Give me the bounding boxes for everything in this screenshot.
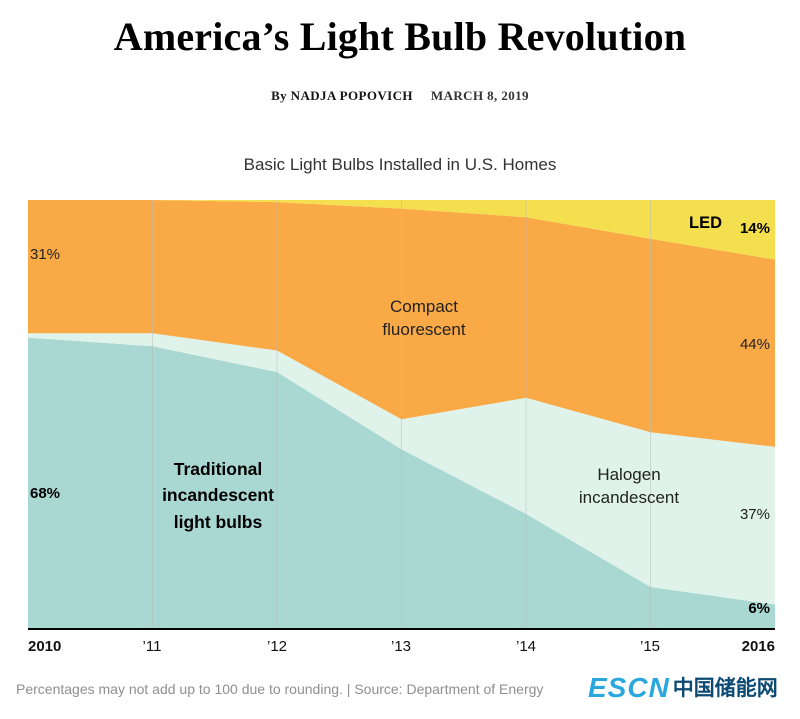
traditional-left-value: 68% (30, 485, 61, 502)
traditional-right-value: 6% (748, 600, 770, 617)
cfl-right-value: 44% (739, 336, 770, 353)
stacked-area-chart (28, 200, 775, 630)
cfl-series-label: Compact fluorescent (382, 297, 466, 339)
halogen-right-value: 37% (739, 506, 770, 523)
area-halogen (28, 333, 775, 605)
led-right-value: 14% (739, 220, 770, 237)
cfl-left-value: 31% (30, 246, 61, 263)
x-tick-2014: ’14 (515, 638, 537, 655)
byline-author: By NADJA POPOVICH (271, 88, 413, 103)
halogen-series-label: Halogen incandescent (578, 465, 680, 507)
led-series-label: LED (689, 214, 722, 232)
area-led (28, 200, 775, 260)
page-title: America’s Light Bulb Revolution (113, 14, 687, 59)
x-tick-2013: ’13 (390, 638, 412, 655)
watermark-cjk-text: 中国储能网 (672, 676, 778, 700)
source-note: Percentages may not add up to 100 due to… (16, 681, 544, 697)
x-tick-2016: 2016 (741, 638, 775, 655)
chart-title: Basic Light Bulbs Installed in U.S. Home… (243, 155, 557, 174)
byline: By NADJA POPOVICH MARCH 8, 2019 (0, 88, 800, 104)
byline-date: MARCH 8, 2019 (430, 88, 529, 103)
x-tick-2011: ’11 (142, 638, 162, 655)
traditional-series-label: Traditional incandescent light bulbs (162, 459, 274, 532)
x-tick-2015: ’15 (639, 638, 661, 655)
x-tick-2010: 2010 (28, 638, 62, 655)
x-tick-2012: ’12 (266, 638, 288, 655)
watermark-escn-text: ESCN (588, 672, 670, 703)
watermark-logo: ESCN 中国储能网 (588, 674, 778, 702)
